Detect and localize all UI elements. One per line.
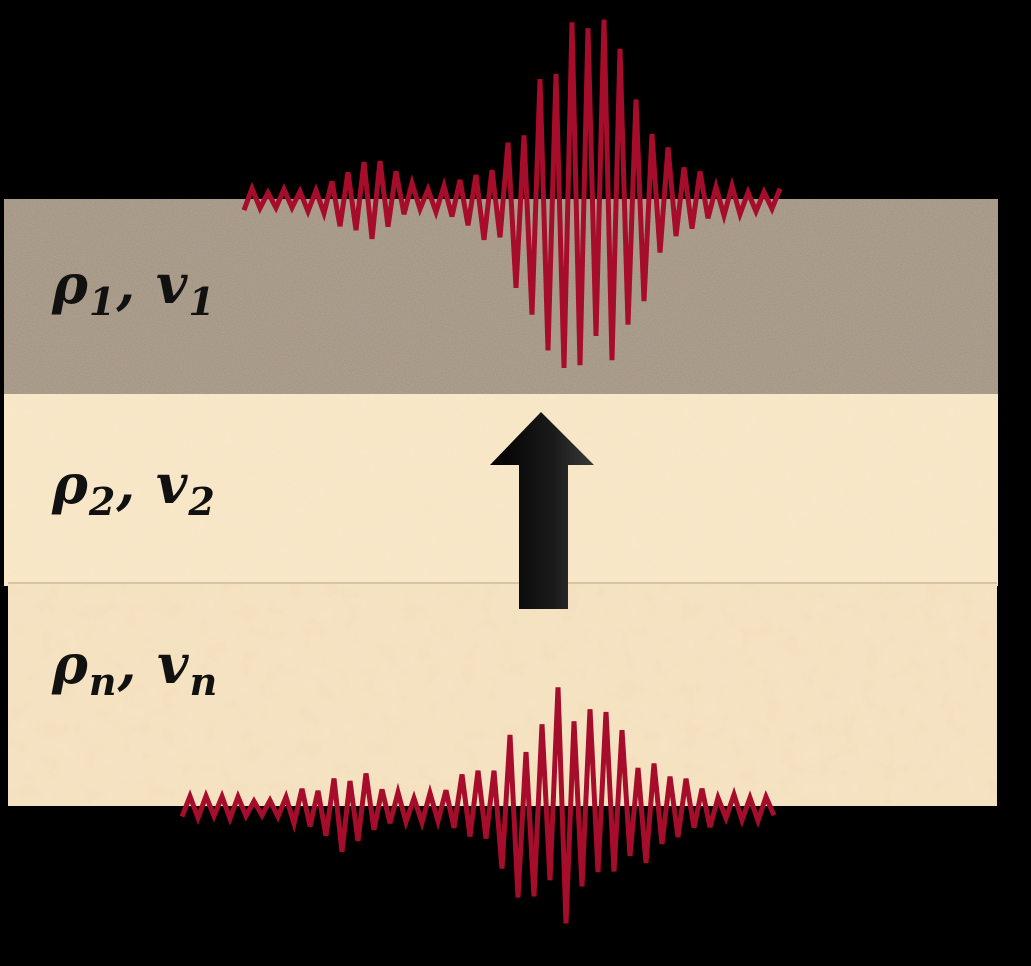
seismic-wave-icon <box>241 19 783 368</box>
layer-1-label: ρ1, v1 <box>52 252 216 324</box>
layer-2-label: ρ2, v2 <box>52 452 216 524</box>
layer-2 <box>4 394 998 586</box>
layer-n <box>8 582 997 806</box>
seismic-wave-icon <box>179 687 777 924</box>
layer-n-label: ρn, vn <box>52 632 219 704</box>
up-arrow-icon <box>490 412 594 609</box>
